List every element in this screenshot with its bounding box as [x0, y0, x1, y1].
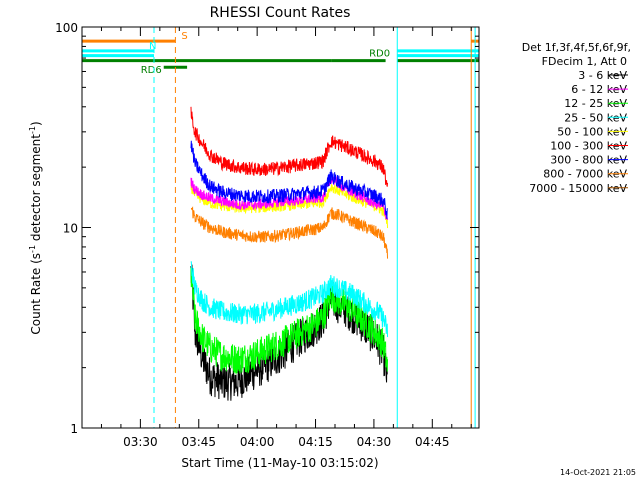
legend-entry-label: 12 - 25 keV [564, 97, 627, 110]
data-series-group [190, 106, 389, 401]
legend-entry-label: 6 - 12 keV [571, 83, 627, 96]
flag-label-rd6: RD6 [141, 65, 162, 76]
legend-entry-label: 100 - 300 keV [550, 140, 627, 153]
legend-entry-label: 3 - 6 keV [578, 69, 627, 82]
legend-header-decimation: FDecim 1, Att 0 [542, 55, 627, 68]
legend-header-detectors: Det 1f,3f,4f,5f,6f,9f, [522, 41, 631, 54]
legend-entry-label: 300 - 800 keV [550, 154, 627, 167]
y-axis-label-mid: detector segment [29, 134, 43, 245]
x-axis: 03:30 03:45 04:00 04:15 04:30 04:45 [100, 27, 472, 449]
y-axis-label-end: ) [29, 121, 43, 126]
y-tick-label: 1 [70, 422, 78, 436]
y-axis: 1 10 100 [55, 21, 479, 436]
x-tick-label: 03:30 [123, 435, 158, 449]
legend-entry-label: 25 - 50 keV [564, 111, 627, 124]
event-marker-lines [153, 27, 476, 428]
y-axis-label-main: Count Rate (s [29, 253, 43, 335]
series-line-100-300-kev [190, 106, 389, 187]
flag-label-n: N [149, 41, 156, 52]
x-tick-label: 04:15 [298, 435, 333, 449]
chart-title: RHESSI Count Rates [210, 5, 351, 21]
series-line-800-7000-kev [190, 206, 389, 259]
flag-label-rd0: RD0 [369, 49, 390, 60]
y-tick-label: 10 [63, 222, 78, 236]
y-axis-label-sup: -1 [28, 245, 37, 253]
legend-entry-label: 50 - 100 keV [557, 125, 627, 138]
y-axis-label-sup2: -1 [28, 126, 37, 134]
x-tick-label: 04:00 [240, 435, 275, 449]
series-line-300-800-kev [190, 140, 388, 220]
series-line-25-50-kev [190, 261, 389, 338]
legend: Det 1f,3f,4f,5f,6f,9f, FDecim 1, Att 0 3… [522, 41, 631, 195]
flag-label-s: S [181, 31, 187, 42]
y-axis-label: Count Rate (s-1 detector segment-1) [28, 121, 43, 334]
footer-timestamp: 14-Oct-2021 21:05 [560, 468, 636, 477]
y-tick-label: 100 [55, 21, 78, 35]
x-axis-label: Start Time (11-May-10 03:15:02) [181, 456, 378, 470]
x-tick-label: 04:30 [357, 435, 392, 449]
legend-entry-label: 800 - 7000 keV [543, 168, 627, 181]
x-tick-label: 04:45 [415, 435, 450, 449]
legend-entry-label: 7000 - 15000 keV [529, 182, 627, 195]
x-tick-label: 03:45 [181, 435, 216, 449]
instrument-flag-bars: S N RD0 RD6 [82, 31, 479, 76]
